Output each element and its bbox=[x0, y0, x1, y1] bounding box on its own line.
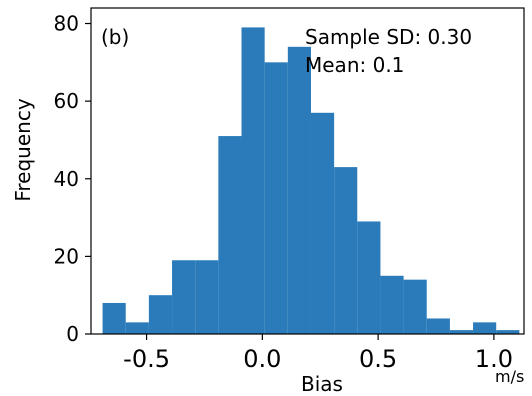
x-tick-label: -0.5 bbox=[123, 345, 170, 373]
histogram-bars bbox=[102, 27, 520, 335]
x-tick-label: 0.5 bbox=[359, 345, 397, 373]
histogram-bar-1 bbox=[125, 322, 149, 334]
histogram-bar-14 bbox=[426, 318, 450, 334]
y-tick-label: 0 bbox=[66, 322, 79, 346]
y-tick-label: 40 bbox=[54, 167, 79, 191]
histogram-bar-5 bbox=[218, 136, 242, 334]
y-tick-label: 20 bbox=[54, 244, 79, 268]
histogram-bar-4 bbox=[195, 260, 219, 334]
histogram-bar-13 bbox=[403, 279, 427, 334]
histogram-bar-16 bbox=[473, 322, 497, 334]
y-tick-label: 80 bbox=[54, 12, 79, 36]
x-axis-ticks: -0.5 0.0 0.5 1.0 bbox=[123, 334, 513, 373]
histogram-bar-9 bbox=[310, 112, 335, 335]
histogram-bar-0 bbox=[102, 302, 126, 334]
annotation-sample-sd: Sample SD: 0.30 bbox=[305, 25, 472, 49]
x-axis-unit: m/s bbox=[495, 367, 524, 386]
histogram-bar-12 bbox=[380, 275, 404, 334]
histogram-bar-10 bbox=[334, 167, 358, 334]
histogram-bar-17 bbox=[496, 330, 520, 334]
y-tick-label: 60 bbox=[54, 89, 79, 113]
panel-label: (b) bbox=[101, 25, 129, 49]
y-axis-ticks: 0 20 40 60 80 bbox=[54, 12, 91, 346]
histogram-bar-15 bbox=[449, 330, 474, 334]
histogram-bar-2 bbox=[148, 295, 173, 334]
histogram-bar-11 bbox=[357, 221, 381, 334]
histogram-bar-7 bbox=[264, 62, 288, 334]
x-tick-label: 0.0 bbox=[243, 345, 281, 373]
histogram-bar-6 bbox=[241, 27, 265, 335]
annotation-mean: Mean: 0.1 bbox=[305, 53, 404, 77]
histogram-bar-3 bbox=[172, 260, 196, 334]
histogram-bar-8 bbox=[287, 46, 311, 335]
y-axis-title: Frequency bbox=[11, 98, 35, 201]
x-tick-label: 1.0 bbox=[475, 345, 513, 373]
plot-frame bbox=[90, 7, 525, 335]
x-axis-title: Bias bbox=[301, 372, 343, 396]
